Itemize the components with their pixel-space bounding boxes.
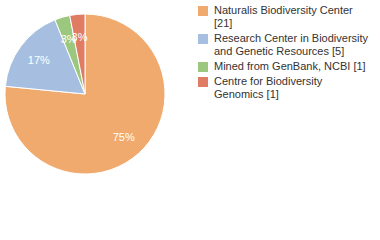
svg-text:17%: 17% — [28, 54, 50, 66]
html-text:Naturalis Biodiversity Center: Naturalis Biodiversity Center [21] — [214, 4, 353, 29]
html-text:Mined from GenBank, NCBI [1]: Mined from GenBank, NCBI [1] — [214, 60, 366, 72]
html-text:Research Center in Biodiversit: Research Center in Biodiversity and Gene… — [214, 32, 369, 57]
svg-text:75%: 75% — [113, 131, 135, 143]
svg-text:3%: 3% — [60, 32, 77, 45]
html-text:Centre for Biodiversity Genomi: Centre for Biodiversity Genomics [1] — [214, 75, 323, 100]
svg-text:3%: 3% — [72, 31, 88, 43]
